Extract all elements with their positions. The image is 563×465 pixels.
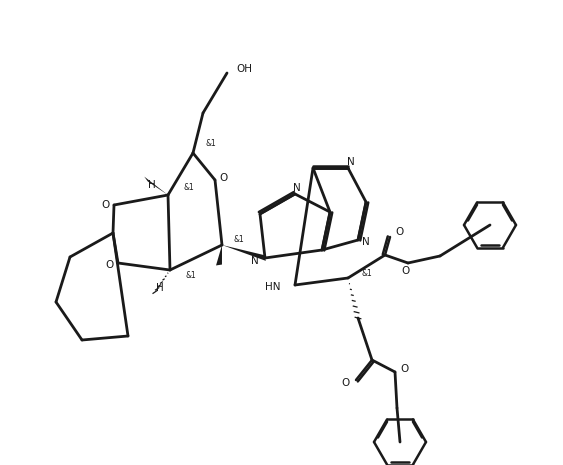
Text: N: N [251, 256, 259, 266]
Text: N: N [293, 183, 301, 193]
Text: O: O [101, 200, 109, 210]
Polygon shape [144, 177, 168, 195]
Text: N: N [362, 237, 370, 247]
Text: O: O [342, 378, 350, 388]
Polygon shape [216, 245, 222, 266]
Text: &1: &1 [361, 268, 372, 278]
Text: &1: &1 [206, 139, 217, 147]
Text: HN: HN [266, 282, 281, 292]
Text: O: O [105, 260, 113, 270]
Text: &1: &1 [234, 235, 245, 245]
Polygon shape [222, 245, 266, 261]
Text: O: O [395, 227, 403, 237]
Text: O: O [400, 364, 408, 374]
Text: &1: &1 [183, 182, 194, 192]
Text: O: O [220, 173, 228, 183]
Text: N: N [347, 157, 355, 167]
Text: &1: &1 [185, 271, 196, 279]
Text: O: O [402, 266, 410, 276]
Text: H: H [156, 283, 164, 293]
Text: OH: OH [236, 64, 252, 74]
Text: H: H [148, 180, 156, 190]
